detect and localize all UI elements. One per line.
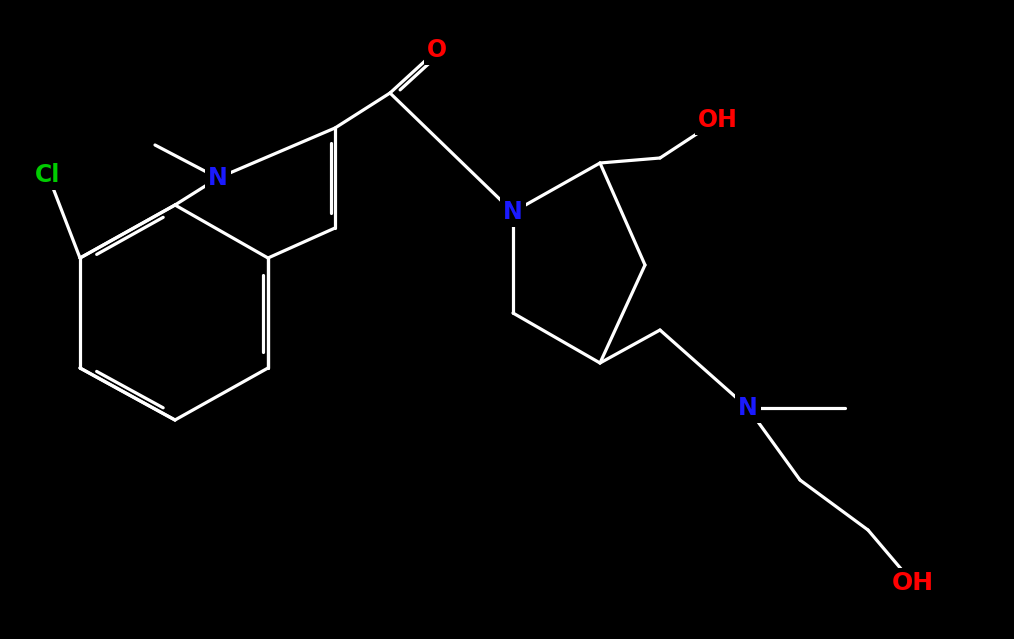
Text: O: O: [427, 38, 447, 62]
Text: N: N: [208, 166, 228, 190]
Text: OH: OH: [698, 108, 738, 132]
Text: N: N: [738, 396, 757, 420]
Text: N: N: [503, 200, 523, 224]
Text: OH: OH: [892, 571, 934, 595]
Text: Cl: Cl: [35, 163, 61, 187]
